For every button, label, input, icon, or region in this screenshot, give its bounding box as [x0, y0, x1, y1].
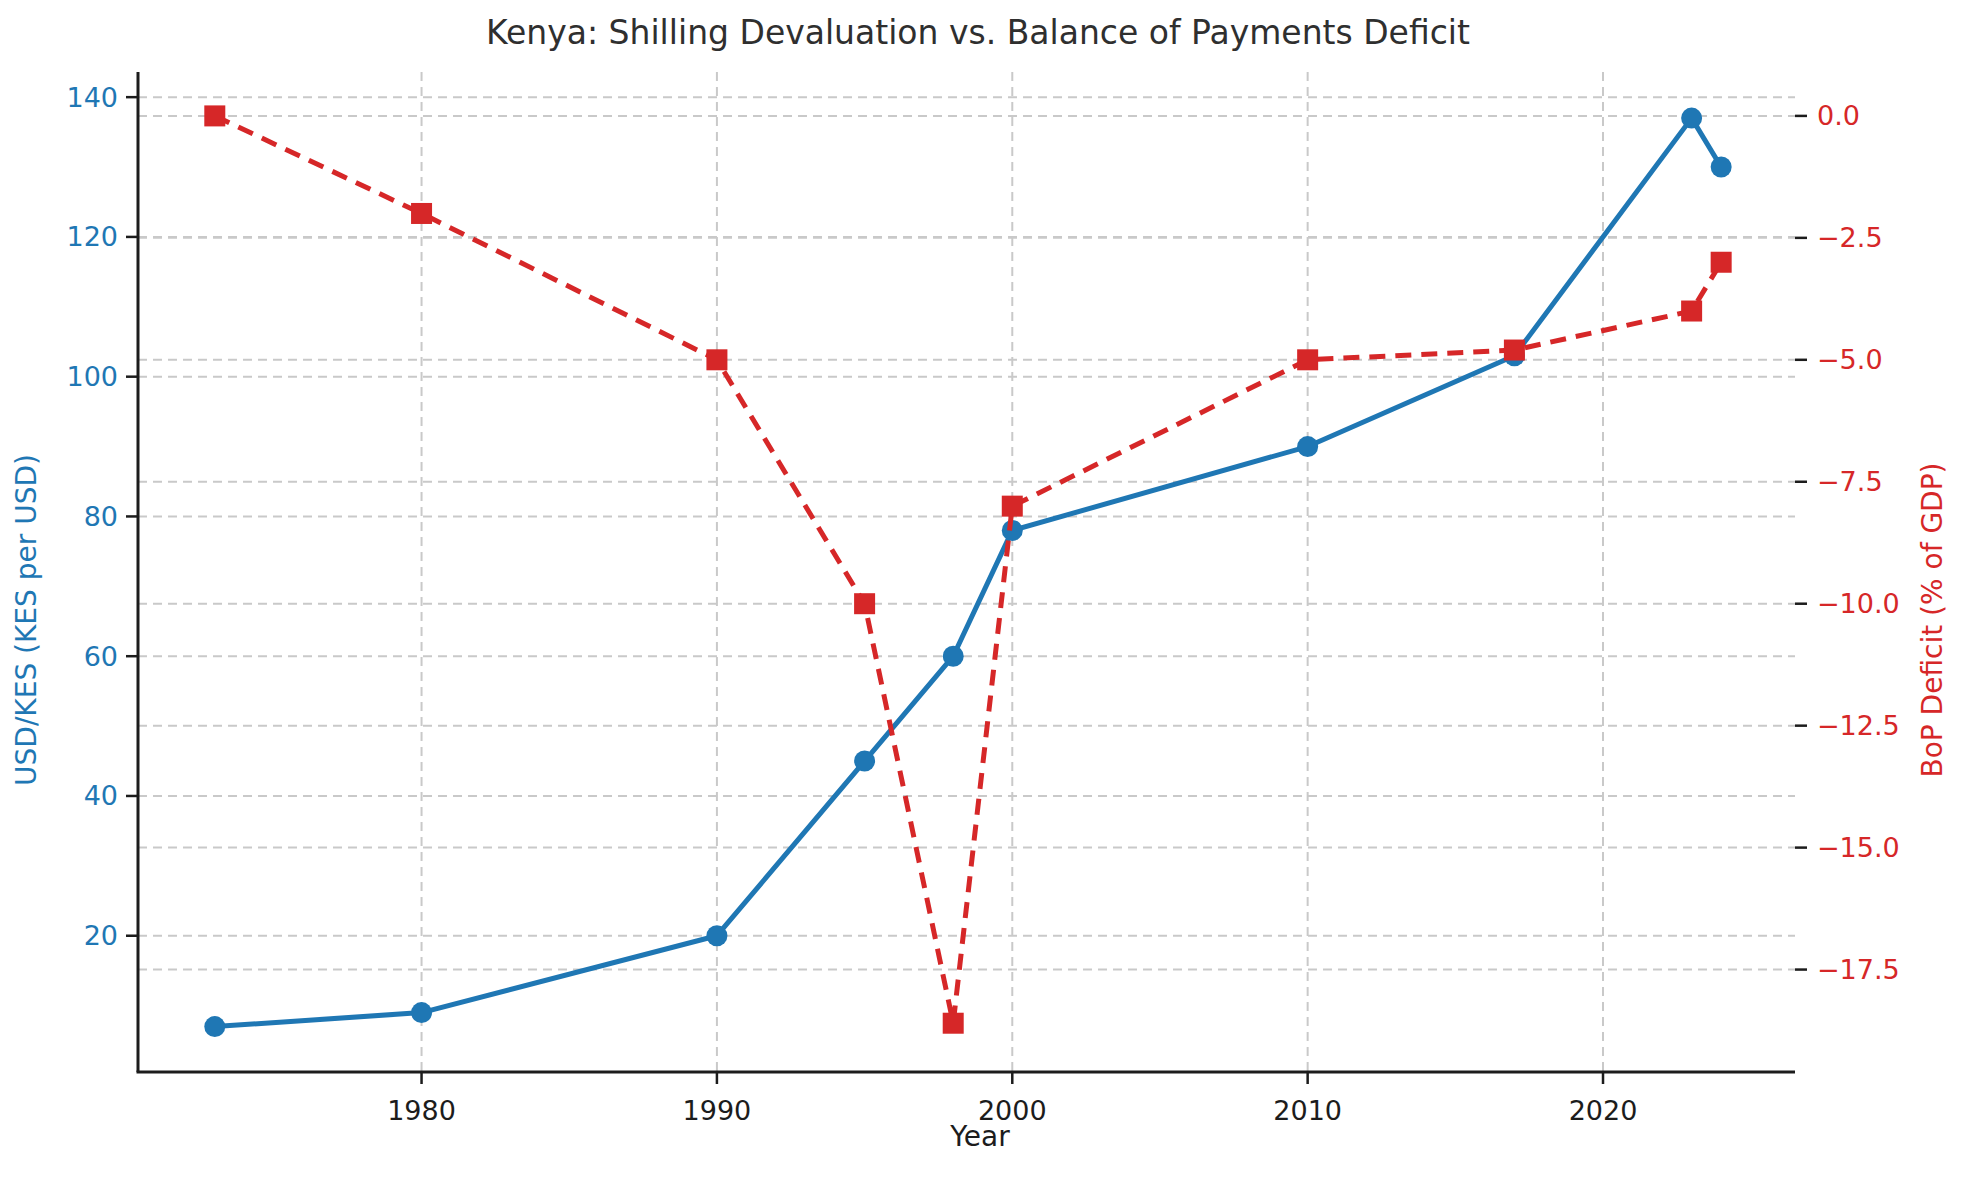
data-point-square [1504, 340, 1525, 361]
data-point-square [411, 203, 432, 224]
right-tick-label: −12.5 [1817, 710, 1900, 741]
chart-text: Kenya: Shilling Devaluation vs. Balance … [10, 13, 1949, 1153]
right-y-axis-label: BoP Deficit (% of GDP) [1916, 463, 1949, 778]
data-point-square [1711, 252, 1732, 273]
data-point-square [854, 593, 875, 614]
left-tick-label: 40 [84, 780, 118, 811]
left-tick-label: 60 [84, 641, 118, 672]
data-point-circle [204, 1016, 225, 1037]
data-point-circle [1297, 436, 1318, 457]
right-tick-label: −17.5 [1817, 954, 1900, 985]
data-point-square [706, 349, 727, 370]
right-tick-label: −10.0 [1817, 588, 1900, 619]
right-tick-label: −15.0 [1817, 832, 1900, 863]
right-tick-label: −2.5 [1817, 222, 1883, 253]
right-tick-label: −5.0 [1817, 344, 1883, 375]
chart-title: Kenya: Shilling Devaluation vs. Balance … [486, 13, 1470, 52]
x-axis-label: Year [949, 1120, 1010, 1153]
chart-figure: 20 40 60 80 100 120 140 0.0 −2.5 −5.0 −7.5 −10.0 −12… [0, 0, 1980, 1180]
data-series [204, 105, 1731, 1037]
left-tick-label: 120 [66, 221, 118, 252]
x-tick-label: 2020 [1569, 1095, 1638, 1126]
data-point-square [943, 1013, 964, 1034]
left-y-axis-label: USD/KES (KES per USD) [10, 454, 43, 786]
data-point-square [1002, 496, 1023, 517]
data-point-circle [943, 646, 964, 667]
left-tick-label: 80 [84, 501, 118, 532]
data-point-square [1297, 349, 1318, 370]
data-point-circle [706, 925, 727, 946]
gridlines [138, 72, 1795, 1072]
data-point-circle [1681, 108, 1702, 129]
x-tick-label: 1990 [683, 1095, 752, 1126]
right-tick-label: −7.5 [1817, 466, 1883, 497]
left-tick-label: 100 [66, 361, 118, 392]
data-point-circle [411, 1002, 432, 1023]
data-point-circle [854, 751, 875, 772]
x-tick-label: 2010 [1273, 1095, 1342, 1126]
data-point-square [1681, 301, 1702, 322]
line-chart: 20 40 60 80 100 120 140 0.0 −2.5 −5.0 −7.5 −10.0 −12… [0, 0, 1980, 1180]
right-tick-label: 0.0 [1817, 100, 1860, 131]
series-line-bop-deficit [215, 116, 1721, 1023]
axes: 20 40 60 80 100 120 140 0.0 −2.5 −5.0 −7.5 −10.0 −12… [66, 72, 1899, 1126]
left-tick-label: 140 [66, 82, 118, 113]
data-point-square [204, 105, 225, 126]
data-point-circle [1711, 157, 1732, 178]
x-tick-label: 1980 [387, 1095, 456, 1126]
left-tick-label: 20 [84, 920, 118, 951]
